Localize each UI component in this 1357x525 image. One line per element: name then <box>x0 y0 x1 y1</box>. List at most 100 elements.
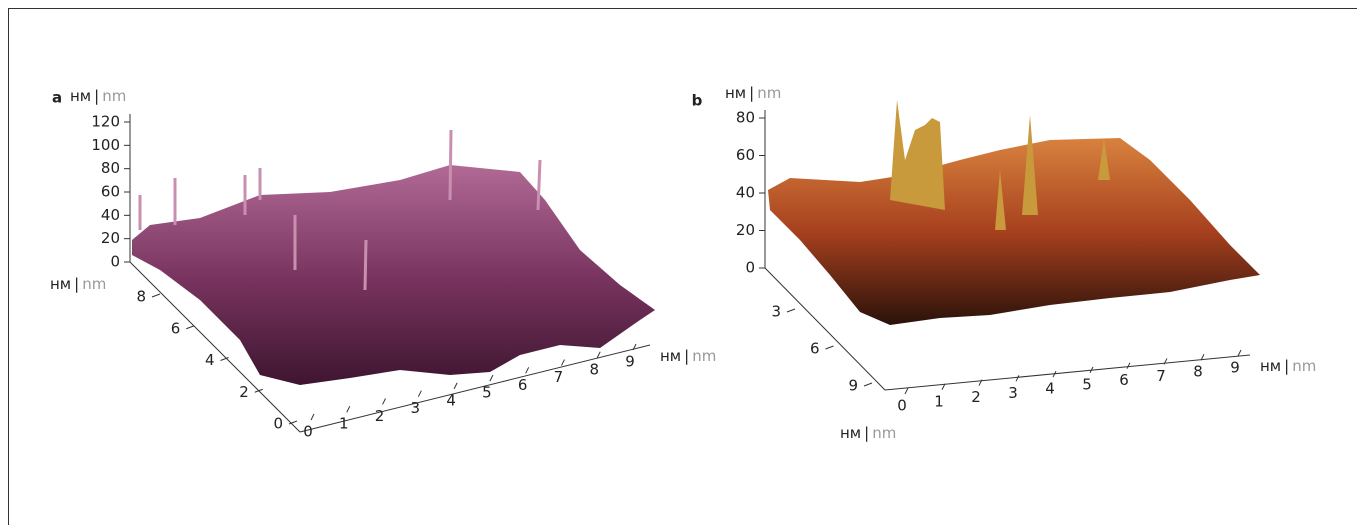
unit-sep: | <box>864 424 869 442</box>
x-tick <box>310 413 315 421</box>
frame <box>8 8 1357 525</box>
y-tick <box>786 308 796 313</box>
x-tick <box>1237 349 1242 357</box>
axis-unit: нм | nm <box>660 347 716 365</box>
z-tick-label: 0 <box>110 253 120 271</box>
x-tick <box>1200 353 1205 361</box>
x-tick-label: 5 <box>482 384 492 402</box>
unit-ru: нм <box>1260 357 1281 375</box>
x-tick-label: 2 <box>971 388 981 406</box>
y-tick-label: 2 <box>239 383 249 401</box>
x-axis <box>299 344 651 433</box>
y-tick <box>151 293 161 298</box>
z-tick-label: 20 <box>736 221 755 239</box>
unit-en: nm <box>692 347 716 365</box>
y-tick-label: 6 <box>171 319 181 337</box>
y-axis <box>764 267 886 391</box>
axis-unit: нм | nm <box>70 87 126 105</box>
unit-sep: | <box>94 87 99 105</box>
unit-ru: нм <box>660 347 681 365</box>
x-tick-label: 8 <box>1193 363 1203 381</box>
y-tick-label: 0 <box>273 415 283 433</box>
x-tick-label: 3 <box>411 399 421 417</box>
x-tick-label: 9 <box>625 353 635 371</box>
x-tick <box>978 379 983 386</box>
x-tick <box>525 367 530 374</box>
unit-sep: | <box>684 347 689 365</box>
x-tick-label: 0 <box>897 397 907 415</box>
x-tick-label: 4 <box>1045 380 1055 398</box>
z-tick-label: 40 <box>101 206 120 224</box>
unit-ru: нм <box>840 424 861 442</box>
x-tick-label: 7 <box>554 368 564 386</box>
y-tick <box>220 357 229 361</box>
x-tick-label: 3 <box>1008 384 1018 402</box>
x-tick <box>904 387 909 395</box>
y-tick-label: 4 <box>205 351 215 369</box>
x-tick <box>1126 362 1131 369</box>
panel-label: b <box>692 92 703 110</box>
spikes-b <box>890 100 1110 230</box>
y-tick <box>254 388 263 393</box>
x-tick-label: 0 <box>303 423 313 441</box>
y-tick <box>825 345 834 350</box>
axis-unit: нм | nm <box>725 84 781 102</box>
y-tick-label: 9 <box>848 377 858 395</box>
x-tick <box>417 390 422 397</box>
y-tick <box>863 382 873 387</box>
x-tick <box>941 383 946 391</box>
unit-sep: | <box>1284 357 1289 375</box>
z-tick-label: 100 <box>91 136 120 154</box>
z-tick-label: 60 <box>736 146 755 164</box>
x-tick <box>489 374 494 382</box>
spikes-a <box>138 129 542 291</box>
x-tick-label: 5 <box>1082 375 1092 393</box>
x-tick <box>346 405 351 413</box>
unit-ru: нм <box>725 84 746 102</box>
x-tick-label: 9 <box>1230 359 1240 377</box>
unit-en: nm <box>102 87 126 105</box>
x-axis <box>884 354 1251 391</box>
unit-en: nm <box>872 424 896 442</box>
x-tick <box>632 343 637 351</box>
panel-label: a <box>52 89 62 107</box>
unit-en: nm <box>1292 357 1316 375</box>
y-tick-label: 3 <box>771 303 781 321</box>
x-tick-label: 6 <box>518 376 528 394</box>
z-tick-label: 80 <box>101 159 120 177</box>
x-tick <box>1052 370 1057 378</box>
x-tick-label: 7 <box>1156 367 1166 385</box>
x-tick-label: 1 <box>339 415 349 433</box>
x-tick <box>560 359 565 366</box>
unit-sep: | <box>749 84 754 102</box>
axis-unit: нм | nm <box>1260 357 1316 375</box>
y-axis <box>129 261 301 433</box>
x-tick-label: 8 <box>589 360 599 378</box>
unit-en: nm <box>757 84 781 102</box>
y-tick <box>186 325 195 330</box>
y-tick-label: 6 <box>810 340 820 358</box>
unit-sep: | <box>74 275 79 293</box>
unit-ru: нм <box>70 87 91 105</box>
x-tick <box>1089 366 1094 374</box>
unit-ru: нм <box>50 275 71 293</box>
y-tick <box>288 420 298 425</box>
y-tick-label: 8 <box>136 288 146 306</box>
z-tick-label: 120 <box>91 113 120 131</box>
z-tick-label: 60 <box>101 183 120 201</box>
x-tick-label: 1 <box>934 392 944 410</box>
x-tick <box>1015 375 1020 382</box>
surface-b <box>768 138 1260 325</box>
z-tick-label: 20 <box>101 229 120 247</box>
z-tick-label: 40 <box>736 184 755 202</box>
x-tick <box>1163 358 1168 365</box>
x-tick-label: 2 <box>375 407 385 425</box>
z-tick-label: 0 <box>745 259 755 277</box>
x-tick <box>596 351 601 359</box>
unit-en: nm <box>82 275 106 293</box>
x-tick <box>453 382 458 390</box>
surface-a <box>132 165 655 385</box>
z-tick-label: 80 <box>736 109 755 127</box>
x-tick <box>382 398 387 405</box>
